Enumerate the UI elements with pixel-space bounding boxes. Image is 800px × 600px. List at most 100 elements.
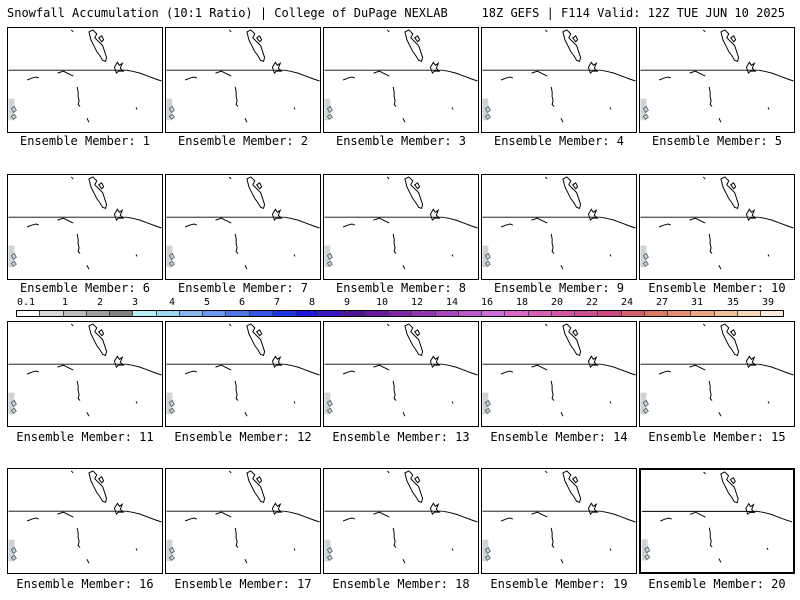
colorbar-tick-label: 27 [655, 297, 669, 308]
colorbar-tick-label: 31 [690, 297, 704, 308]
colorbar-tick-label: 16 [480, 297, 494, 308]
colorbar-cell [156, 311, 180, 316]
colorbar-cell [668, 311, 692, 316]
member-map-canvas [8, 29, 162, 123]
colorbar [16, 310, 784, 317]
ensemble-member-label: Ensemble Member: 8 [335, 281, 467, 295]
ensemble-member-map[interactable] [481, 321, 637, 427]
colorbar-tick-label: 14 [445, 297, 459, 308]
colorbar-cell [458, 311, 482, 316]
colorbar-cell [203, 311, 227, 316]
colorbar-cell [551, 311, 575, 316]
member-map-canvas [482, 470, 636, 564]
colorbar-tick-label: 12 [410, 297, 424, 308]
member-map-canvas [640, 29, 794, 123]
valid-time: 18Z GEFS | F114 Valid: 12Z TUE JUN 10 20… [481, 6, 785, 20]
colorbar-cell [575, 311, 599, 316]
ensemble-member-map[interactable] [165, 321, 321, 427]
colorbar-cell [110, 311, 134, 316]
colorbar-tick-label: 0.1 [16, 297, 36, 308]
member-map-canvas [324, 323, 478, 417]
colorbar-cell [179, 311, 203, 316]
colorbar-tick-label: 20 [550, 297, 564, 308]
member-map-canvas [640, 176, 794, 270]
member-map-canvas [482, 29, 636, 123]
colorbar-cell [761, 311, 784, 316]
colorbar-cell [296, 311, 320, 316]
member-map-canvas [324, 176, 478, 270]
colorbar-cell [249, 311, 273, 316]
ensemble-member-map[interactable] [165, 27, 321, 133]
colorbar-cell [714, 311, 738, 316]
ensemble-member-map[interactable] [7, 321, 163, 427]
colorbar-cell [482, 311, 506, 316]
ensemble-member-map[interactable] [323, 321, 479, 427]
ensemble-member-map[interactable] [481, 27, 637, 133]
ensemble-member-label: Ensemble Member: 7 [177, 281, 309, 295]
member-map-canvas [482, 323, 636, 417]
ensemble-member-label: Ensemble Member: 6 [19, 281, 151, 295]
colorbar-tick-label: 8 [308, 297, 316, 308]
colorbar-cell [63, 311, 87, 316]
colorbar-tick-label: 9 [343, 297, 351, 308]
colorbar-cell [342, 311, 366, 316]
colorbar-cell [226, 311, 250, 316]
ensemble-member-map[interactable] [7, 27, 163, 133]
colorbar-tick-label: 24 [620, 297, 634, 308]
colorbar-tick-label: 10 [375, 297, 389, 308]
colorbar-cell [365, 311, 389, 316]
ensemble-member-label: Ensemble Member: 2 [177, 134, 309, 148]
colorbar-cell [40, 311, 64, 316]
ensemble-member-map[interactable] [639, 27, 795, 133]
colorbar-cell [133, 311, 157, 316]
ensemble-member-label: Ensemble Member: 14 [490, 430, 628, 444]
ensemble-member-map[interactable] [7, 468, 163, 574]
colorbar-labels: 0.1 1 2 3 4 5 6 7 8 9 10 12 14 16 18 20 22 24 27 31 35 39 [16, 297, 784, 309]
colorbar-tick-label: 7 [273, 297, 281, 308]
member-map-canvas [166, 323, 320, 417]
ensemble-member-map[interactable] [323, 174, 479, 280]
ensemble-member-label: Ensemble Member: 1 [19, 134, 151, 148]
colorbar-cell [505, 311, 529, 316]
ensemble-member-map[interactable] [165, 174, 321, 280]
colorbar-tick-label: 35 [726, 297, 740, 308]
ensemble-member-label: Ensemble Member: 11 [16, 430, 154, 444]
ensemble-member-label: Ensemble Member: 15 [648, 430, 786, 444]
member-map-canvas [324, 470, 478, 564]
ensemble-member-label: Ensemble Member: 5 [651, 134, 783, 148]
ensemble-member-map[interactable] [639, 174, 795, 280]
ensemble-member-label: Ensemble Member: 12 [174, 430, 312, 444]
ensemble-member-map[interactable] [639, 468, 795, 574]
ensemble-member-label: Ensemble Member: 19 [490, 577, 628, 591]
member-map-canvas [166, 470, 320, 564]
member-map-canvas [8, 470, 162, 564]
colorbar-tick-label: 5 [203, 297, 211, 308]
ensemble-member-label: Ensemble Member: 4 [493, 134, 625, 148]
ensemble-member-map[interactable] [323, 468, 479, 574]
ensemble-member-map[interactable] [165, 468, 321, 574]
member-map-canvas [166, 176, 320, 270]
ensemble-member-map[interactable] [481, 174, 637, 280]
colorbar-cell [644, 311, 668, 316]
member-map-canvas [324, 29, 478, 123]
colorbar-cell [412, 311, 436, 316]
ensemble-member-label: Ensemble Member: 16 [16, 577, 154, 591]
colorbar-cell [598, 311, 622, 316]
ensemble-member-map[interactable] [7, 174, 163, 280]
map-title: Snowfall Accumulation (10:1 Ratio) | Col… [7, 6, 448, 20]
ensemble-member-label: Ensemble Member: 20 [648, 577, 786, 591]
ensemble-member-label: Ensemble Member: 9 [493, 281, 625, 295]
colorbar-cell [389, 311, 413, 316]
colorbar-tick-label: 6 [238, 297, 246, 308]
colorbar-tick-label: 4 [168, 297, 176, 308]
colorbar-cell [435, 311, 459, 316]
colorbar-cell [528, 311, 552, 316]
colorbar-cell [621, 311, 645, 316]
ensemble-member-map[interactable] [481, 468, 637, 574]
ensemble-member-map[interactable] [639, 321, 795, 427]
ensemble-member-map[interactable] [323, 27, 479, 133]
ensemble-member-label: Ensemble Member: 10 [648, 281, 786, 295]
member-map-canvas [166, 29, 320, 123]
colorbar-cell [86, 311, 110, 316]
ensemble-member-label: Ensemble Member: 18 [332, 577, 470, 591]
